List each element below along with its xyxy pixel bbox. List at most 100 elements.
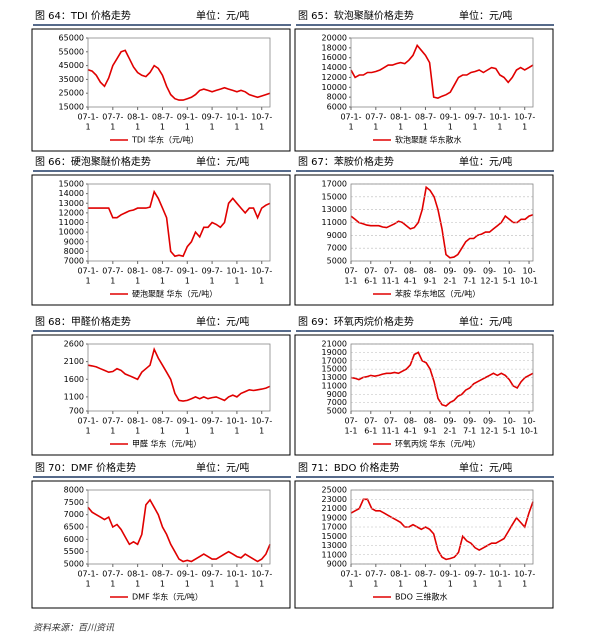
y-tick-label: 20000 bbox=[322, 34, 347, 43]
y-tick-label: 2100 bbox=[64, 357, 84, 366]
y-tick-label: 65000 bbox=[59, 34, 84, 43]
x-tick-label: 1 bbox=[110, 123, 115, 132]
x-tick-label: 1 bbox=[85, 580, 90, 589]
plot-area bbox=[350, 343, 534, 412]
y-tick-label: 8000 bbox=[64, 486, 84, 495]
x-tick-label: 09-7- bbox=[202, 417, 223, 426]
price-line bbox=[87, 498, 271, 563]
x-tick-label: 08-1- bbox=[390, 570, 411, 579]
x-tick-label: 09-7- bbox=[465, 570, 486, 579]
y-tick-label: 17000 bbox=[322, 523, 347, 532]
x-tick-label: 1 bbox=[497, 123, 502, 132]
x-tick-label: 09-7- bbox=[202, 570, 223, 579]
chart-title: 图 71：BDO 价格走势 bbox=[298, 461, 400, 474]
chart-frame bbox=[31, 174, 291, 306]
y-tick-label: 18000 bbox=[322, 43, 347, 52]
x-tick-label: 1 bbox=[259, 123, 264, 132]
x-tick-label: 07- bbox=[384, 267, 397, 276]
y-tick-label: 7500 bbox=[64, 498, 84, 507]
x-tick-label: 10-1 bbox=[520, 277, 538, 286]
x-tick-label: 09- bbox=[463, 267, 476, 276]
legend-label: 甲醛 华东（元/吨） bbox=[132, 439, 201, 449]
y-tick-label: 21000 bbox=[322, 504, 347, 513]
plot-area bbox=[87, 489, 271, 565]
x-tick-label: 08- bbox=[424, 267, 437, 276]
y-tick-label: 10000 bbox=[322, 83, 347, 92]
x-tick-label: 1 bbox=[522, 580, 527, 589]
legend-label: 苯胺 华东地区（元/吨） bbox=[395, 289, 480, 299]
x-tick-label: 08-7- bbox=[415, 570, 436, 579]
x-tick-label: 08-7- bbox=[152, 417, 173, 426]
y-tick-label: 6000 bbox=[64, 535, 84, 544]
x-tick-label: 9-1 bbox=[424, 427, 437, 436]
price-line bbox=[350, 43, 534, 99]
x-tick-label: 09-1- bbox=[177, 417, 198, 426]
x-tick-label: 5-1 bbox=[503, 427, 516, 436]
x-tick-label: 08- bbox=[404, 267, 417, 276]
x-tick-label: 10- bbox=[523, 417, 536, 426]
x-tick-label: 09-7- bbox=[465, 113, 486, 122]
x-tick-label: 12-1 bbox=[480, 427, 498, 436]
y-tick-label: 5500 bbox=[64, 547, 84, 556]
x-tick-label: 1-1 bbox=[344, 277, 357, 286]
x-tick-label: 08-7- bbox=[415, 113, 436, 122]
x-tick-label: 1 bbox=[259, 277, 264, 286]
x-tick-label: 1 bbox=[348, 123, 353, 132]
unit-label: 单位：元/吨 bbox=[459, 315, 512, 328]
y-tick-label: 5000 bbox=[327, 407, 347, 416]
x-tick-label: 09-1- bbox=[440, 570, 461, 579]
y-tick-label: 21000 bbox=[322, 340, 347, 349]
x-tick-label: 1 bbox=[160, 277, 165, 286]
x-tick-label: 10-1- bbox=[226, 267, 247, 276]
x-tick-label: 1 bbox=[497, 580, 502, 589]
x-tick-label: 10- bbox=[503, 417, 516, 426]
y-tick-label: 700 bbox=[69, 407, 84, 416]
chart-title: 图 65：软泡聚醚价格走势 bbox=[298, 9, 414, 22]
x-tick-label: 1 bbox=[234, 580, 239, 589]
y-tick-label: 9000 bbox=[327, 231, 347, 240]
y-tick-label: 13000 bbox=[322, 541, 347, 550]
x-tick-label: 07-7- bbox=[365, 113, 386, 122]
y-tick-label: 8000 bbox=[327, 93, 347, 102]
x-tick-label: 07-7- bbox=[102, 267, 123, 276]
x-tick-label: 4-1 bbox=[404, 277, 417, 286]
x-tick-label: 10-1- bbox=[489, 113, 510, 122]
x-tick-label: 09-1- bbox=[177, 570, 198, 579]
y-tick-label: 11000 bbox=[59, 218, 84, 227]
x-tick-label: 07- bbox=[364, 267, 377, 276]
x-tick-label: 07-1- bbox=[77, 570, 98, 579]
chart-frame bbox=[31, 480, 291, 609]
x-tick-label: 5-1 bbox=[503, 277, 516, 286]
unit-label: 单位：元/吨 bbox=[196, 9, 249, 22]
x-tick-label: 07- bbox=[384, 417, 397, 426]
x-tick-label: 07-1- bbox=[77, 417, 98, 426]
x-tick-label: 1 bbox=[522, 123, 527, 132]
x-tick-label: 1 bbox=[398, 580, 403, 589]
x-tick-label: 08-7- bbox=[152, 267, 173, 276]
x-tick-label: 1 bbox=[160, 427, 165, 436]
x-tick-label: 11-1 bbox=[381, 277, 399, 286]
y-tick-label: 17000 bbox=[322, 180, 347, 189]
x-tick-label: 07- bbox=[344, 267, 357, 276]
x-tick-label: 1 bbox=[348, 580, 353, 589]
y-tick-label: 5000 bbox=[64, 560, 84, 569]
chart-title: 图 64：TDI 价格走势 bbox=[35, 9, 131, 22]
y-tick-label: 35000 bbox=[59, 75, 84, 84]
x-tick-label: 08-1- bbox=[390, 113, 411, 122]
x-tick-label: 2-1 bbox=[443, 277, 456, 286]
x-tick-label: 10-1- bbox=[226, 417, 247, 426]
x-tick-label: 08- bbox=[424, 417, 437, 426]
x-tick-label: 1 bbox=[210, 277, 215, 286]
x-tick-label: 1 bbox=[110, 427, 115, 436]
unit-label: 单位：元/吨 bbox=[196, 155, 249, 168]
y-tick-label: 11000 bbox=[322, 381, 347, 390]
x-tick-label: 10- bbox=[503, 267, 516, 276]
y-tick-label: 55000 bbox=[59, 47, 84, 56]
y-tick-label: 7000 bbox=[327, 244, 347, 253]
unit-label: 单位：元/吨 bbox=[459, 155, 512, 168]
y-tick-label: 16000 bbox=[322, 53, 347, 62]
y-tick-label: 2600 bbox=[64, 340, 84, 349]
x-tick-label: 1 bbox=[234, 427, 239, 436]
x-tick-label: 7-1 bbox=[463, 427, 476, 436]
y-tick-label: 1100 bbox=[64, 392, 84, 401]
